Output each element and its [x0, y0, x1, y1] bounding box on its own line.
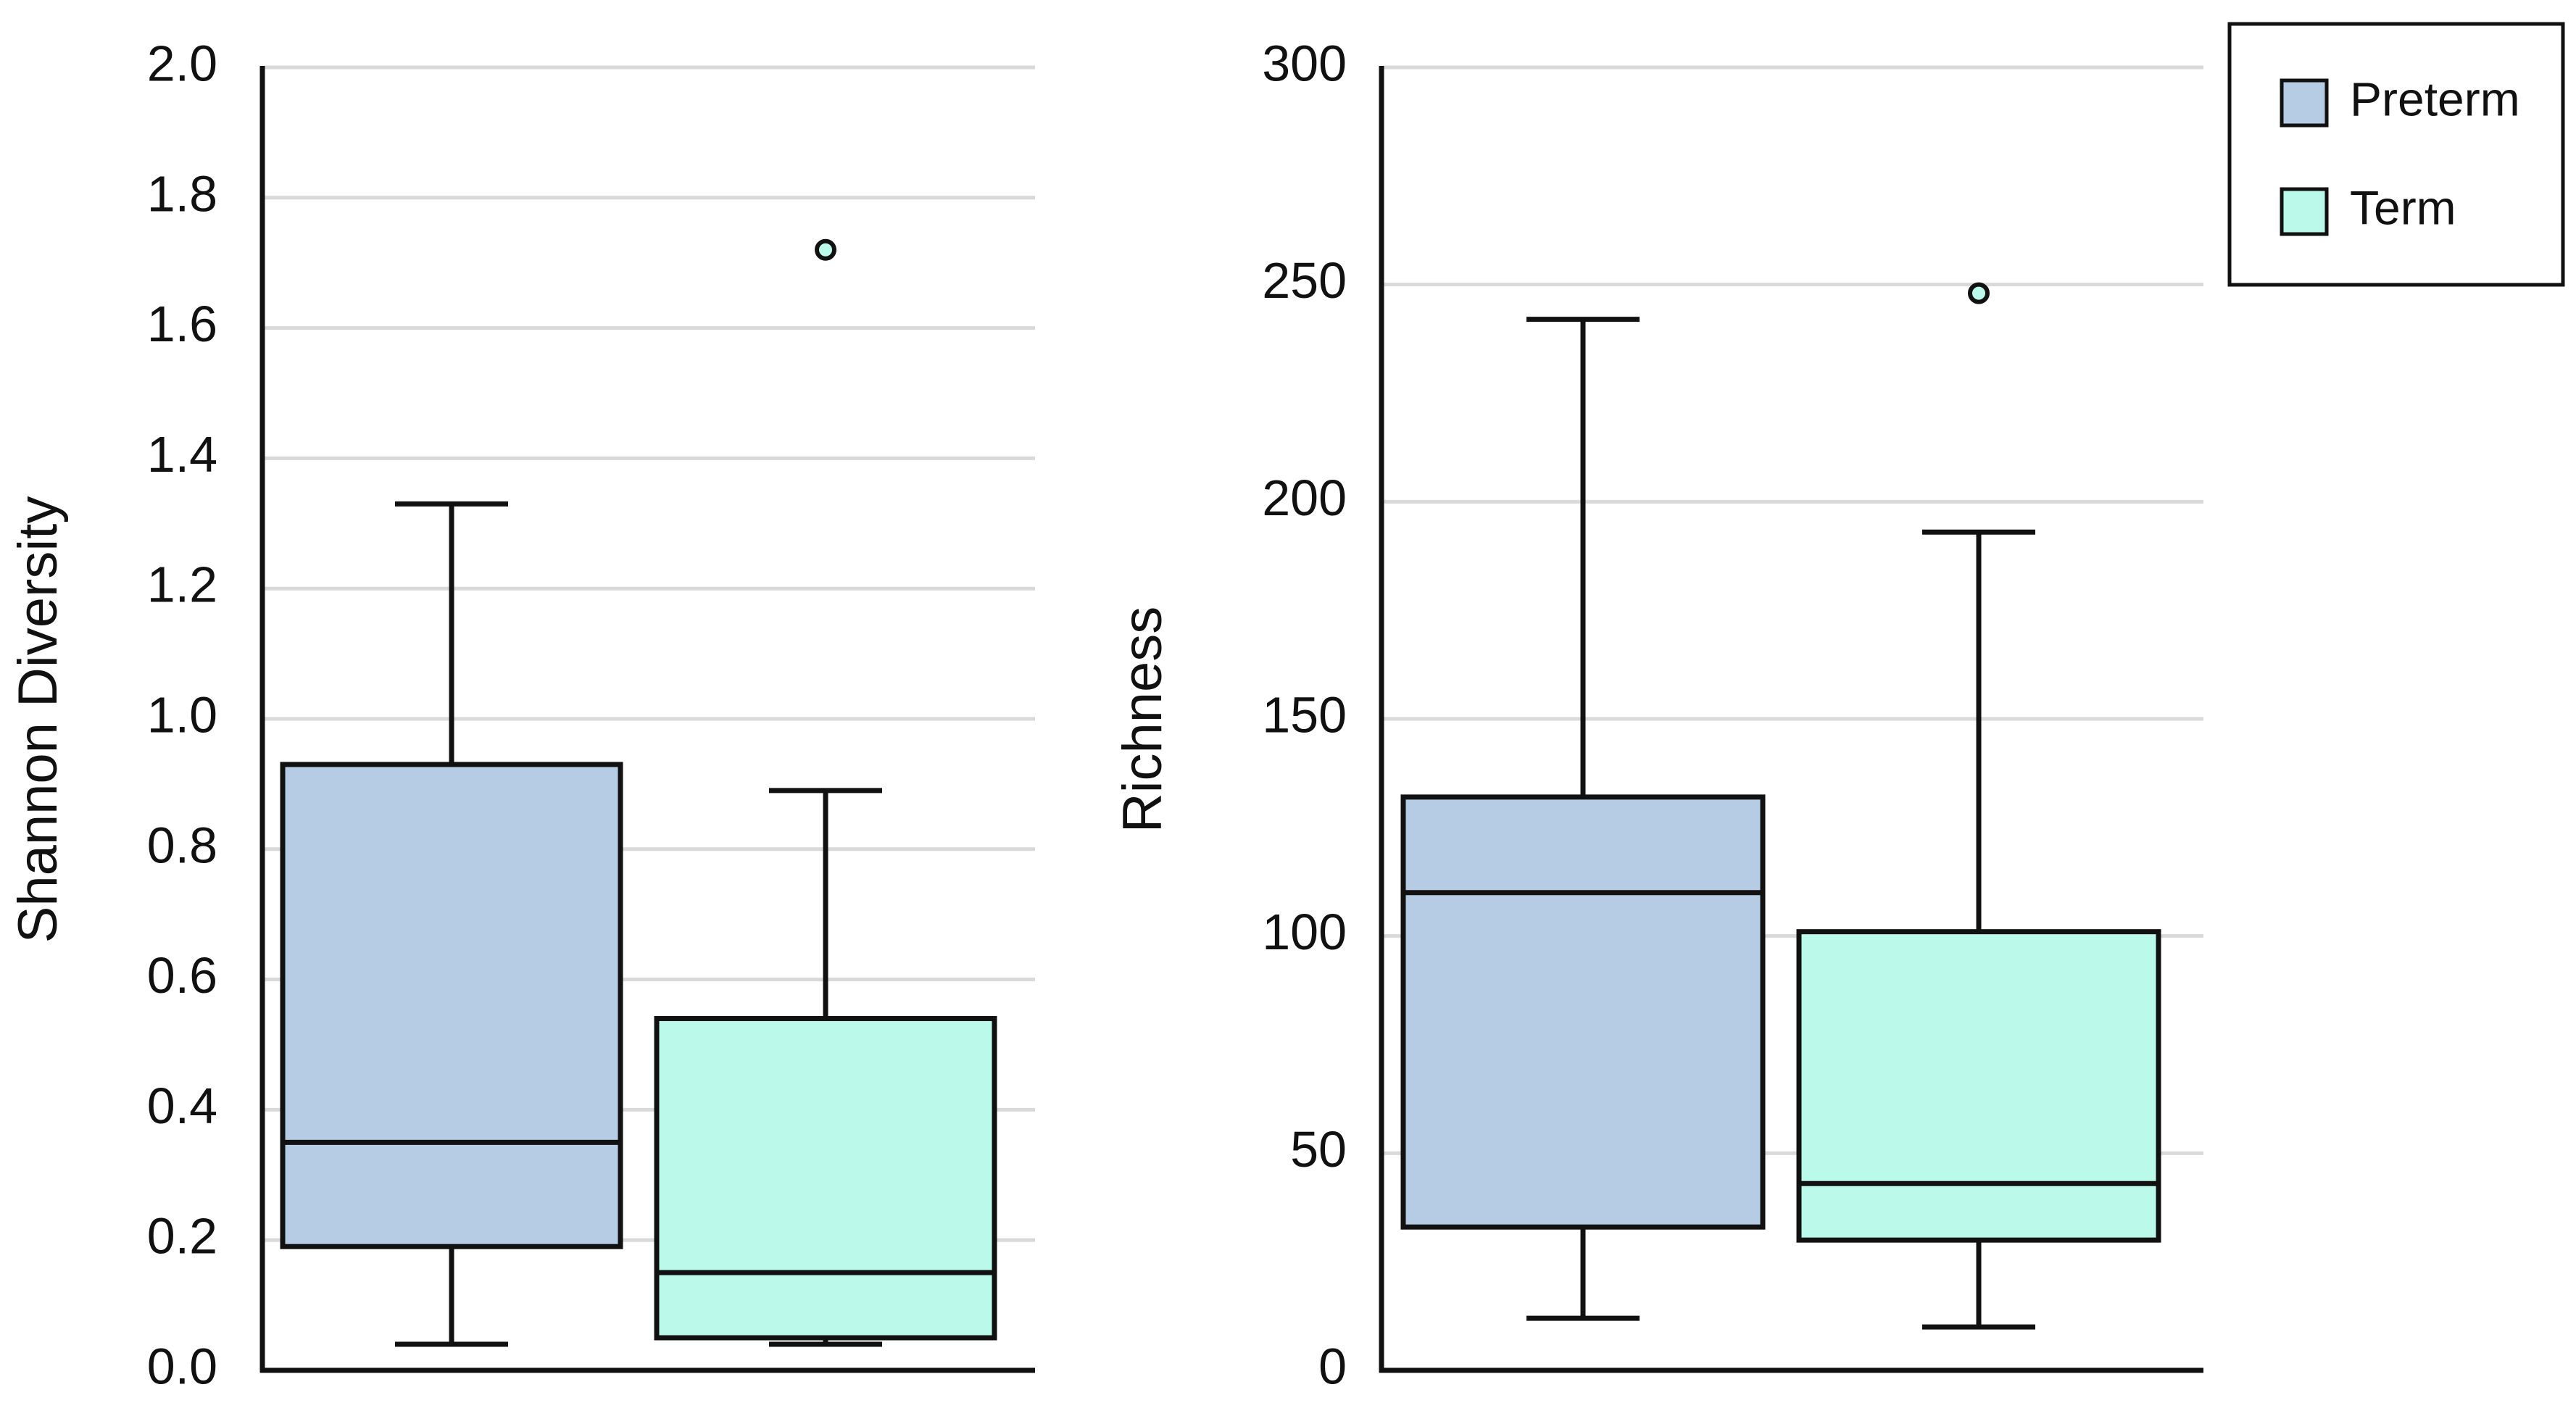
panel-richness: 0 50 100 150 200 250 300 Richness: [1112, 35, 2203, 1394]
y-tick-label: 0: [1318, 1338, 1347, 1394]
y-tick-label: 0.2: [147, 1208, 217, 1265]
legend-swatch-term: [2280, 187, 2329, 236]
iqr-box: [280, 762, 623, 1249]
panel-shannon-diversity: 0.0 0.2 0.4 0.6 0.8 1.0 1.2 1.4 1.6 1.8 2.0 Shannon…: [7, 35, 1035, 1394]
box-preterm: [280, 501, 623, 1347]
y-tick-label: 0.4: [147, 1078, 217, 1134]
y-tick-label: 1.6: [147, 296, 217, 352]
y-tick-label: 1.0: [147, 686, 217, 743]
y-tick-label: 0.8: [147, 817, 217, 873]
y-tick-label: 0.0: [147, 1338, 217, 1394]
y-axis-title: Richness: [1112, 607, 1173, 833]
y-tick-label: 2.0: [147, 35, 217, 91]
legend-swatch-preterm: [2280, 78, 2329, 128]
y-tick-label: 250: [1262, 252, 1347, 309]
y-tick-label: 0.6: [147, 947, 217, 1004]
y-tick-label: 1.8: [147, 165, 217, 222]
y-tick-label: 1.4: [147, 426, 217, 483]
iqr-box: [1796, 929, 2161, 1243]
iqr-box: [654, 1016, 997, 1341]
box-term: [654, 238, 997, 1347]
legend: Preterm Term: [2227, 22, 2565, 287]
y-tick-label: 300: [1262, 35, 1347, 91]
iqr-box: [1400, 794, 1766, 1230]
y-tick-label: 150: [1262, 686, 1347, 743]
legend-frame: [2227, 22, 2565, 287]
outlier-point: [1968, 282, 1990, 304]
outlier-point: [815, 238, 836, 261]
legend-label-preterm: Preterm: [2350, 72, 2520, 125]
box-preterm: [1400, 317, 1766, 1321]
y-tick-label: 200: [1262, 470, 1347, 526]
y-tick-label: 100: [1262, 904, 1347, 960]
y-tick-label: 1.2: [147, 557, 217, 613]
legend-label-term: Term: [2350, 180, 2456, 234]
y-tick-label: 50: [1290, 1121, 1347, 1178]
box-term: [1796, 282, 2161, 1330]
y-axis-title: Shannon Diversity: [7, 496, 69, 944]
